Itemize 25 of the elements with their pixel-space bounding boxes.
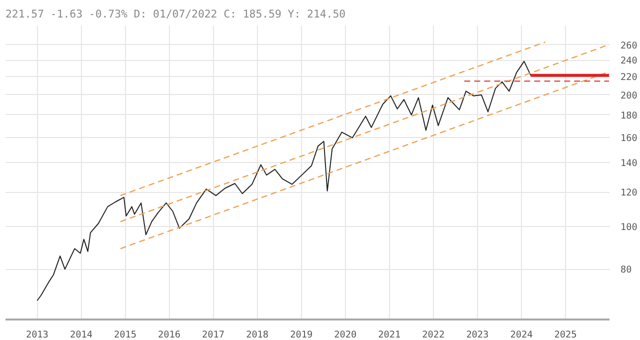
- x-tick-label: 2022: [422, 330, 445, 340]
- x-tick-label: 2020: [334, 330, 357, 340]
- x-tick-label: 2024: [510, 330, 534, 340]
- x-tick-label: 2017: [202, 330, 225, 340]
- x-tick-label: 2023: [466, 330, 489, 340]
- line-series: [36, 60, 532, 302]
- x-tick-label: 2021: [378, 330, 401, 340]
- y-tick-label: 140: [620, 158, 638, 170]
- y-tick-label: 160: [620, 132, 638, 144]
- y-tick-label: 180: [620, 110, 638, 122]
- y-tick-label: 260: [620, 40, 638, 52]
- y-tick-label: 240: [620, 56, 638, 67]
- y-tick-label: 220: [620, 72, 638, 84]
- text: 221.57 -1.63 -0.73% D: 01/07/2022 C: 185.59 Y: 214.50: [6, 8, 346, 20]
- y-tick-label: 80: [620, 264, 632, 276]
- y-tick-label: 100: [620, 222, 638, 234]
- x-tick-label: 2025: [554, 330, 577, 340]
- x-tick-label: 2015: [114, 330, 136, 340]
- y-tick-label: 120: [620, 188, 638, 199]
- x-tick-label: 2019: [290, 330, 313, 340]
- x-tick-label: 2016: [158, 330, 181, 340]
- y-tick-label: 200: [620, 90, 638, 102]
- x-tick-label: 2018: [246, 330, 269, 340]
- x-tick-label: 2014: [70, 330, 93, 340]
- x-tick-label: 2013: [26, 330, 48, 340]
